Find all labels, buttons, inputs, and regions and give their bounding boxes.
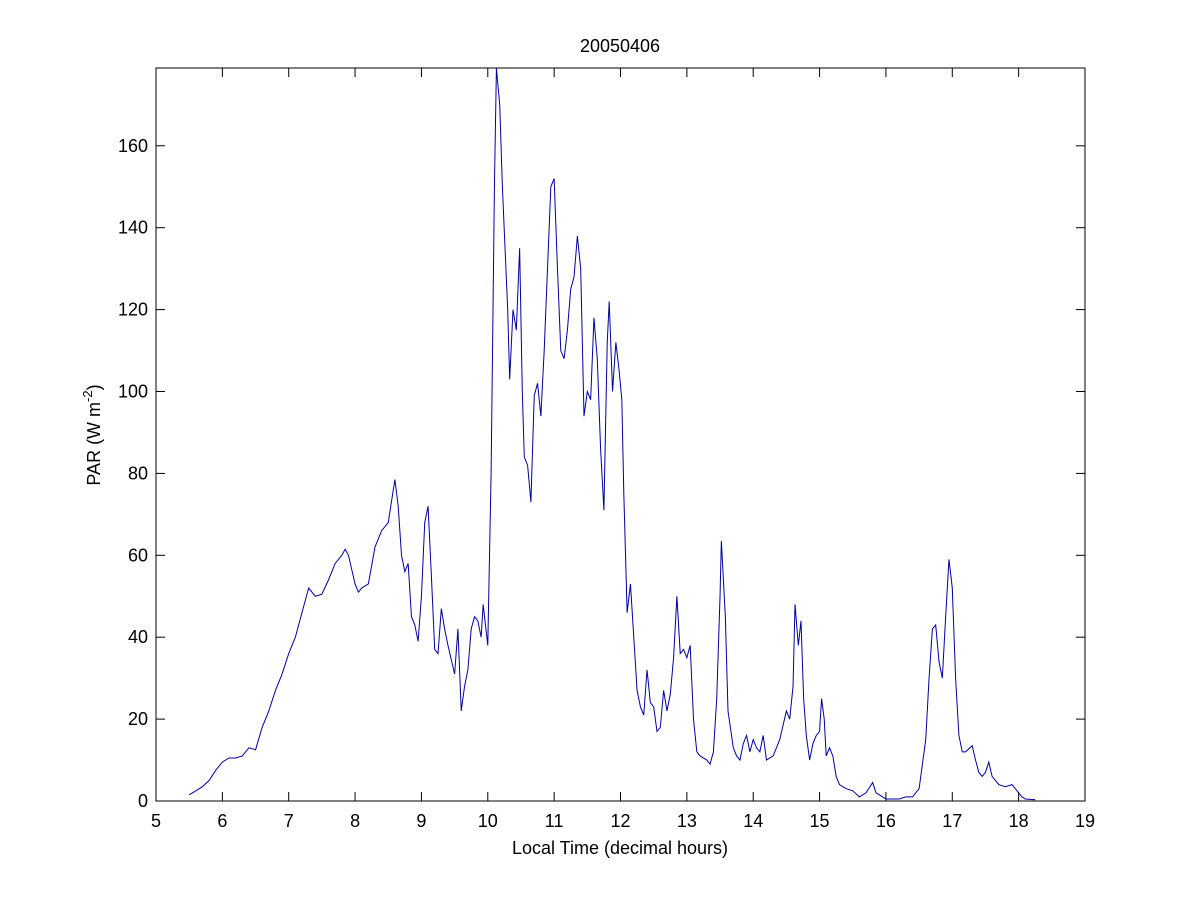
x-tick-label: 6 xyxy=(217,811,227,831)
x-tick-label: 13 xyxy=(677,811,697,831)
y-tick-label: 40 xyxy=(128,627,148,647)
y-tick-label: 60 xyxy=(128,545,148,565)
x-tick-label: 14 xyxy=(743,811,763,831)
x-axis-label: Local Time (decimal hours) xyxy=(512,838,728,858)
y-label-end: ) xyxy=(84,384,104,390)
y-tick-label: 20 xyxy=(128,709,148,729)
x-tick-label: 16 xyxy=(876,811,896,831)
x-tick-label: 18 xyxy=(1009,811,1029,831)
x-tick-label: 12 xyxy=(610,811,630,831)
x-tick-label: 10 xyxy=(478,811,498,831)
y-label-text: PAR (W m xyxy=(84,402,104,486)
x-tick-label: 11 xyxy=(545,811,564,831)
y-tick-label: 160 xyxy=(118,136,148,156)
x-tick-label: 19 xyxy=(1075,811,1095,831)
y-tick-label: 80 xyxy=(128,463,148,483)
y-tick-label: 100 xyxy=(118,382,148,402)
plot-box xyxy=(155,67,1086,802)
data-line xyxy=(188,67,1036,801)
y-tick-label: 0 xyxy=(138,791,148,811)
y-label-sup: -2 xyxy=(80,390,95,402)
y-tick-label: 120 xyxy=(118,300,148,320)
x-tick-label: 9 xyxy=(416,811,426,831)
x-tick-label: 5 xyxy=(151,811,161,831)
chart-title: 20050406 xyxy=(580,36,660,56)
x-tick-label: 15 xyxy=(810,811,830,831)
y-axis-label: PAR (W m-2) xyxy=(80,384,104,485)
x-tick-label: 8 xyxy=(350,811,360,831)
y-tick-label: 140 xyxy=(118,218,148,238)
x-tick-label: 17 xyxy=(942,811,962,831)
x-tick-label: 7 xyxy=(284,811,294,831)
